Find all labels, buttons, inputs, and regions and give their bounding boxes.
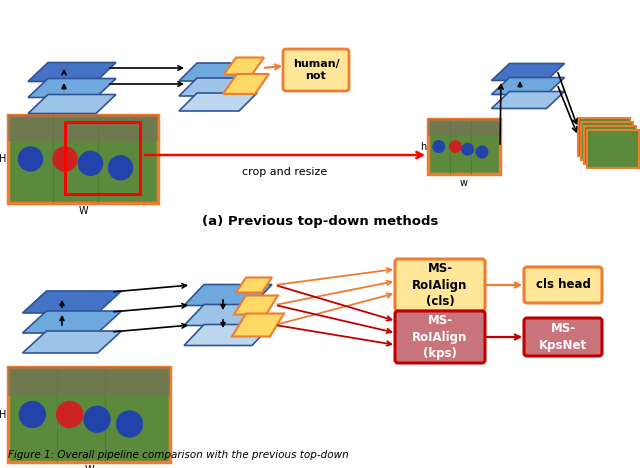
Text: Figure 1: Overall pipeline comparison with the previous top-down: Figure 1: Overall pipeline comparison wi… xyxy=(8,450,349,460)
Polygon shape xyxy=(492,92,564,109)
Circle shape xyxy=(19,147,42,171)
Polygon shape xyxy=(232,314,284,336)
Polygon shape xyxy=(223,74,269,94)
Polygon shape xyxy=(184,305,272,326)
Text: W: W xyxy=(78,206,88,216)
Text: cls head: cls head xyxy=(536,278,591,292)
Polygon shape xyxy=(28,79,116,97)
Polygon shape xyxy=(179,63,257,81)
Circle shape xyxy=(109,156,132,180)
Circle shape xyxy=(476,146,488,158)
Circle shape xyxy=(56,402,83,427)
Polygon shape xyxy=(22,331,122,353)
Text: w: w xyxy=(460,178,468,188)
Circle shape xyxy=(462,144,474,155)
FancyBboxPatch shape xyxy=(395,259,485,311)
Text: H: H xyxy=(0,410,6,420)
Text: h: h xyxy=(420,142,426,152)
Bar xyxy=(8,367,170,462)
Bar xyxy=(587,130,639,168)
Circle shape xyxy=(84,406,110,432)
Polygon shape xyxy=(179,93,257,111)
Circle shape xyxy=(79,152,102,176)
Circle shape xyxy=(433,141,445,152)
Text: MS-
KpsNet: MS- KpsNet xyxy=(539,322,587,351)
Bar xyxy=(578,118,630,156)
Polygon shape xyxy=(179,78,257,96)
Text: (a) Previous top-down methods: (a) Previous top-down methods xyxy=(202,215,438,228)
Polygon shape xyxy=(28,95,116,114)
Circle shape xyxy=(116,411,143,437)
Polygon shape xyxy=(184,324,272,345)
Bar xyxy=(428,119,500,174)
Bar xyxy=(8,115,158,203)
Polygon shape xyxy=(492,78,564,95)
Polygon shape xyxy=(224,58,264,74)
Bar xyxy=(584,126,636,164)
Polygon shape xyxy=(22,311,122,333)
FancyBboxPatch shape xyxy=(283,49,349,91)
Text: human/
not: human/ not xyxy=(292,59,339,81)
Bar xyxy=(8,115,158,141)
Text: W: W xyxy=(84,465,94,468)
Circle shape xyxy=(450,141,461,152)
Bar xyxy=(8,367,170,395)
Bar xyxy=(65,122,140,194)
Circle shape xyxy=(53,147,77,171)
Polygon shape xyxy=(184,285,272,306)
Polygon shape xyxy=(492,64,564,80)
Text: H: H xyxy=(0,154,6,164)
FancyBboxPatch shape xyxy=(524,267,602,303)
Polygon shape xyxy=(236,278,272,292)
FancyBboxPatch shape xyxy=(524,318,602,356)
Circle shape xyxy=(19,402,45,427)
FancyBboxPatch shape xyxy=(395,311,485,363)
Text: MS-
RoIAlign
(kps): MS- RoIAlign (kps) xyxy=(412,314,468,359)
Polygon shape xyxy=(234,295,278,314)
Text: crop and resize: crop and resize xyxy=(243,167,328,177)
Polygon shape xyxy=(22,291,122,313)
Polygon shape xyxy=(28,63,116,81)
Bar xyxy=(428,119,500,136)
Bar xyxy=(581,122,633,160)
Text: MS-
RoIAlign
(cls): MS- RoIAlign (cls) xyxy=(412,263,468,307)
